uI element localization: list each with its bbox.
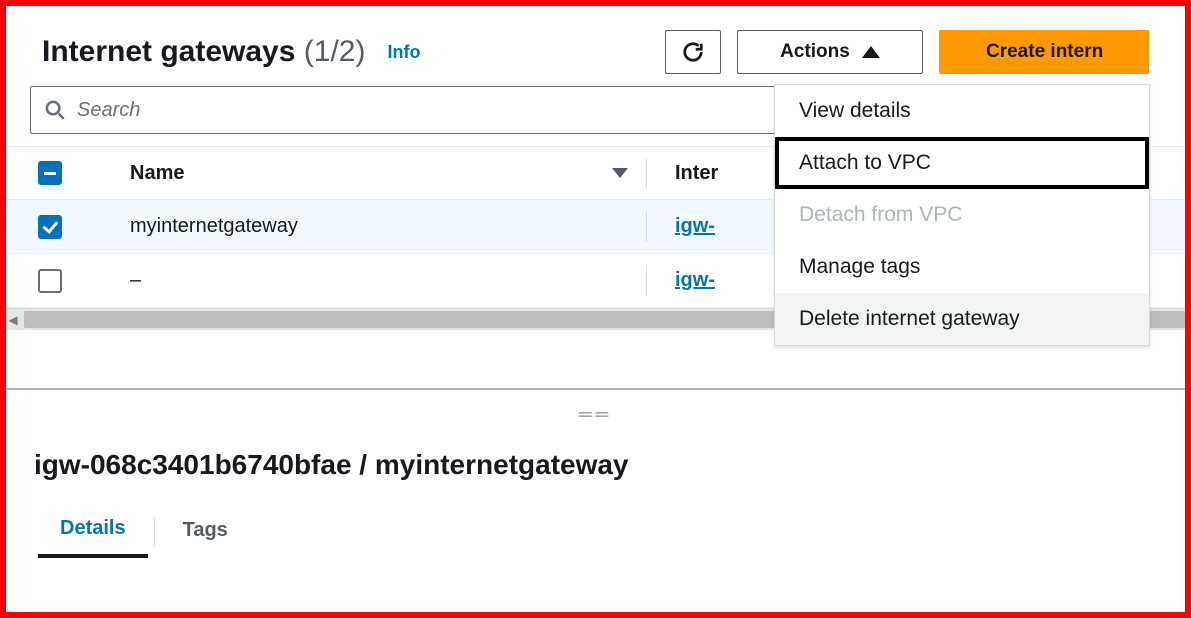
- row-checkbox-cell: [6, 215, 94, 239]
- column-header-name[interactable]: Name: [94, 162, 646, 185]
- igw-id-link[interactable]: igw-: [675, 269, 715, 291]
- row-name: myinternetgateway: [130, 215, 298, 238]
- menu-item-attach-to-vpc[interactable]: Attach to VPC: [775, 137, 1149, 189]
- detail-tabs: Details Tags: [6, 505, 1185, 558]
- igw-id-link[interactable]: igw-: [675, 215, 715, 237]
- tab-tags[interactable]: Tags: [161, 507, 250, 556]
- menu-item-detach-from-vpc: Detach from VPC: [775, 189, 1149, 241]
- actions-button-label: Actions: [780, 41, 850, 63]
- menu-item-delete-gateway[interactable]: Delete internet gateway: [775, 293, 1149, 345]
- row-name-cell: myinternetgateway: [94, 215, 646, 238]
- create-internet-gateway-button[interactable]: Create intern: [939, 30, 1149, 74]
- page-header: Internet gateways (1/2) Info Actions Cre…: [6, 6, 1185, 86]
- tab-details[interactable]: Details: [38, 505, 148, 558]
- page-title-count: (1/2): [304, 35, 366, 68]
- drag-handle-icon: ══: [579, 404, 613, 425]
- search-icon: [45, 100, 65, 120]
- create-button-clip: Create intern: [939, 30, 1149, 74]
- info-link[interactable]: Info: [387, 42, 420, 63]
- select-all-checkbox[interactable]: [38, 161, 62, 185]
- header-checkbox-cell: [6, 161, 94, 185]
- row-name-cell: –: [94, 269, 646, 292]
- page-title-text: Internet gateways: [42, 35, 295, 68]
- row-checkbox[interactable]: [38, 215, 62, 239]
- detail-panel-title: igw-068c3401b6740bfae / myinternetgatewa…: [6, 443, 1185, 505]
- drag-handle[interactable]: ══: [6, 390, 1185, 443]
- create-button-label: Create intern: [986, 41, 1103, 63]
- row-checkbox[interactable]: [38, 269, 62, 293]
- refresh-icon: [682, 41, 704, 63]
- actions-button[interactable]: Actions: [737, 30, 923, 74]
- menu-item-view-details[interactable]: View details: [775, 85, 1149, 137]
- scroll-left-icon: ◀: [6, 313, 20, 327]
- sort-caret-icon: [612, 168, 628, 178]
- menu-item-manage-tags[interactable]: Manage tags: [775, 241, 1149, 293]
- column-header-igw-label: Inter: [675, 162, 718, 184]
- row-name: –: [130, 269, 141, 292]
- tab-divider: [154, 517, 155, 547]
- refresh-button[interactable]: [665, 30, 721, 74]
- row-checkbox-cell: [6, 269, 94, 293]
- caret-up-icon: [862, 46, 880, 58]
- page-title: Internet gateways (1/2): [42, 35, 365, 69]
- column-header-name-label: Name: [130, 162, 184, 185]
- actions-dropdown-menu: View details Attach to VPC Detach from V…: [774, 84, 1150, 346]
